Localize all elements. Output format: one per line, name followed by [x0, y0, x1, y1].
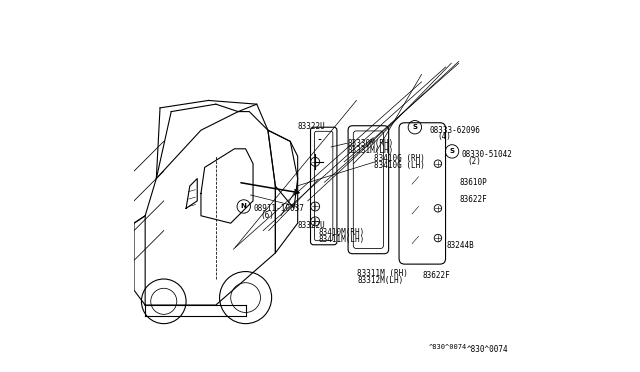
Text: 83322U: 83322U	[298, 221, 325, 230]
Text: 83331M(LH): 83331M(LH)	[348, 146, 394, 155]
Text: 83312M(LH): 83312M(LH)	[357, 276, 403, 285]
Text: S: S	[449, 148, 454, 154]
Text: 83411M(LH): 83411M(LH)	[318, 235, 364, 244]
Text: 83410G (RH): 83410G (RH)	[374, 154, 425, 163]
Text: 83610P: 83610P	[460, 178, 487, 187]
Text: 08911-10637: 08911-10637	[253, 204, 304, 213]
Text: 83622F: 83622F	[422, 271, 450, 280]
Text: 83622F: 83622F	[460, 195, 487, 203]
Text: 08330-51042: 08330-51042	[461, 150, 512, 159]
Text: N: N	[241, 203, 246, 209]
Text: S: S	[412, 124, 417, 130]
Text: 83410M(RH): 83410M(RH)	[318, 228, 364, 237]
Text: ^830^0074: ^830^0074	[429, 344, 467, 350]
Text: (4): (4)	[437, 132, 451, 141]
Text: 83410G (LH): 83410G (LH)	[374, 161, 425, 170]
Text: (6): (6)	[260, 211, 275, 220]
Text: 83322U: 83322U	[298, 122, 325, 131]
Text: 83330M(RH): 83330M(RH)	[348, 139, 394, 148]
Text: (2): (2)	[467, 157, 481, 166]
Text: 08333-62096: 08333-62096	[429, 126, 481, 135]
Text: 83244B: 83244B	[447, 241, 474, 250]
Text: ^830^0074: ^830^0074	[467, 345, 509, 354]
Text: 83311M (RH): 83311M (RH)	[357, 269, 408, 278]
